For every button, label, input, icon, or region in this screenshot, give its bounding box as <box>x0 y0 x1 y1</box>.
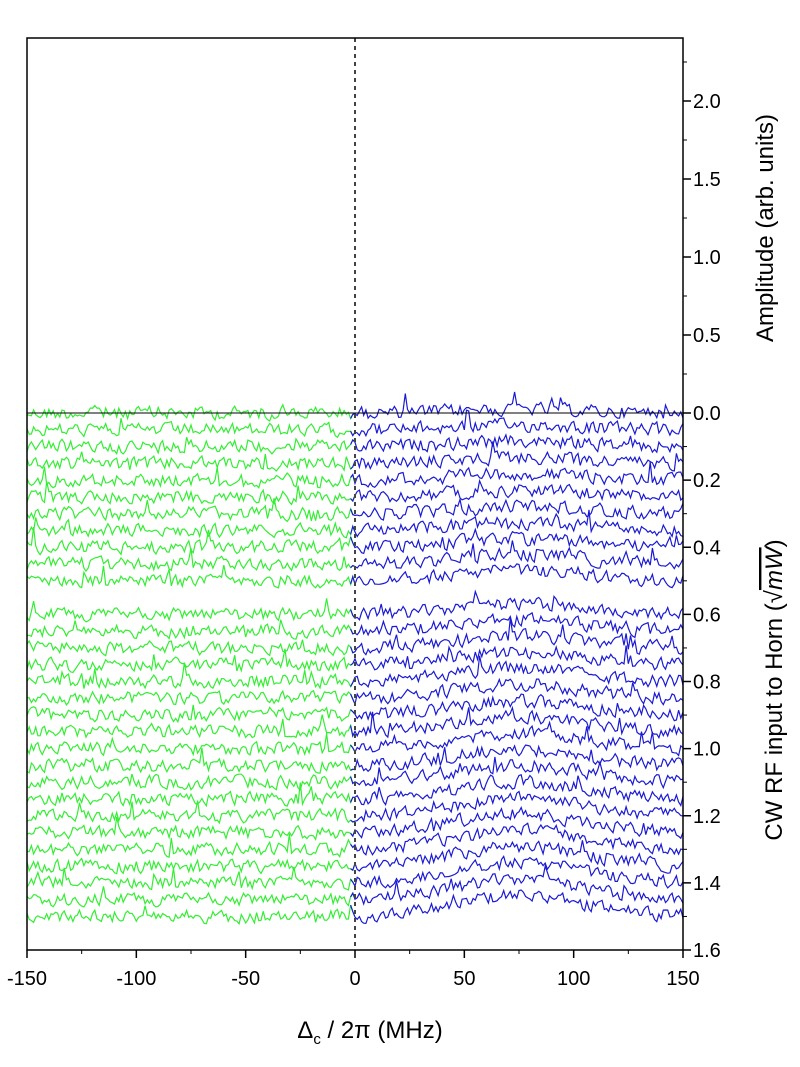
trace-right-segment <box>350 563 684 589</box>
x-tick-label: -150 <box>7 968 47 990</box>
trace-group <box>26 391 684 926</box>
y-tick-label: 0.5 <box>693 325 721 347</box>
trace-right-segment <box>350 611 684 639</box>
trace-left-segment <box>26 886 356 908</box>
trace-right-segment <box>350 705 684 740</box>
trace-right-segment <box>350 540 684 570</box>
x-tick-label: -50 <box>231 968 260 990</box>
trace-right-segment <box>350 527 684 555</box>
y-axis-ticks: 0.0 0.5 1.0 1.5 2.0 0.2 0.4 0.6 0.8 1.0 1.2 1.4 1.6 <box>683 61 721 962</box>
trace-right-segment <box>350 693 684 722</box>
trace-left-segment <box>26 904 356 926</box>
trace-right-segment <box>350 840 684 874</box>
trace-right-segment <box>350 863 684 906</box>
trace-left-segment <box>26 517 356 539</box>
y-tick-label: 1.5 <box>693 169 721 191</box>
trace-left-segment <box>26 437 356 455</box>
trace-right-segment <box>350 509 684 539</box>
trace-left-segment <box>26 619 356 640</box>
trace-right-segment <box>350 888 684 925</box>
trace-right-segment <box>350 756 684 790</box>
trace-right-segment <box>350 589 684 621</box>
trace-right-segment <box>350 677 684 707</box>
trace-right-segment <box>350 433 684 454</box>
trace-right-segment <box>350 822 684 856</box>
trace-left-segment <box>26 662 356 690</box>
trace-left-segment <box>26 704 356 724</box>
trace-right-segment <box>350 805 684 840</box>
y-tick-label: 0.8 <box>693 672 721 694</box>
trace-left-segment <box>26 714 356 739</box>
trace-right-segment <box>350 391 684 420</box>
trace-left-segment <box>26 782 355 808</box>
trace-left-segment <box>26 451 356 472</box>
trace-left-segment <box>26 689 356 706</box>
y-tick-label: 0.4 <box>693 537 721 559</box>
y-tick-label: 1.0 <box>693 739 721 761</box>
trace-right-segment <box>350 461 684 489</box>
y-tick-label: 1.2 <box>693 806 721 828</box>
y-tick-label: 1.0 <box>693 247 721 269</box>
x-axis-title: Δc / 2π (MHz) <box>297 1017 442 1048</box>
trace-right-segment <box>350 645 684 671</box>
y-tick-label: 0.0 <box>693 403 721 425</box>
trace-right-segment <box>350 441 684 472</box>
trace-left-segment <box>26 648 356 674</box>
trace-left-segment <box>26 733 356 757</box>
y-axis-title-lower: CW RF input to Horn (√mW) <box>761 539 788 840</box>
trace-left-segment <box>26 639 356 657</box>
y-tick-label: 0.2 <box>693 470 721 492</box>
trace-left-segment <box>26 598 356 623</box>
trace-left-segment <box>26 466 356 489</box>
y-axis-title-upper: Amplitude (arb. units) <box>752 114 779 342</box>
trace-left-segment <box>26 773 356 791</box>
x-tick-label: 100 <box>557 968 590 990</box>
trace-left-segment <box>26 866 356 891</box>
trace-left-segment <box>26 816 356 841</box>
trace-left-segment <box>26 564 356 589</box>
x-tick-label: 0 <box>349 968 360 990</box>
x-tick-label: -100 <box>116 968 156 990</box>
trace-left-segment <box>26 747 356 774</box>
trace-right-segment <box>350 497 684 521</box>
trace-right-segment <box>350 790 684 823</box>
y-tick-label: 1.6 <box>693 940 721 962</box>
y-tick-label: 0.6 <box>693 604 721 626</box>
x-tick-label: 150 <box>666 968 699 990</box>
trace-left-segment <box>26 800 356 825</box>
trace-left-segment <box>26 498 356 523</box>
trace-right-segment <box>350 618 684 656</box>
trace-left-segment <box>26 857 356 875</box>
x-axis-ticks: -150 -100 -50 0 50 100 150 <box>7 950 700 990</box>
x-tick-label: 50 <box>453 968 475 990</box>
trace-right-segment <box>350 720 684 757</box>
trace-right-segment <box>350 478 684 503</box>
trace-left-segment <box>26 833 356 859</box>
trace-left-segment <box>26 547 356 573</box>
trace-right-segment <box>350 774 684 808</box>
trace-left-segment <box>26 481 356 506</box>
trace-right-segment <box>350 855 684 889</box>
trace-right-segment <box>350 655 684 689</box>
y-tick-label: 1.4 <box>693 873 721 895</box>
trace-right-segment <box>350 744 684 773</box>
trace-left-segment <box>26 418 356 439</box>
y-tick-label: 2.0 <box>693 91 721 113</box>
trace-right-segment <box>350 409 684 438</box>
